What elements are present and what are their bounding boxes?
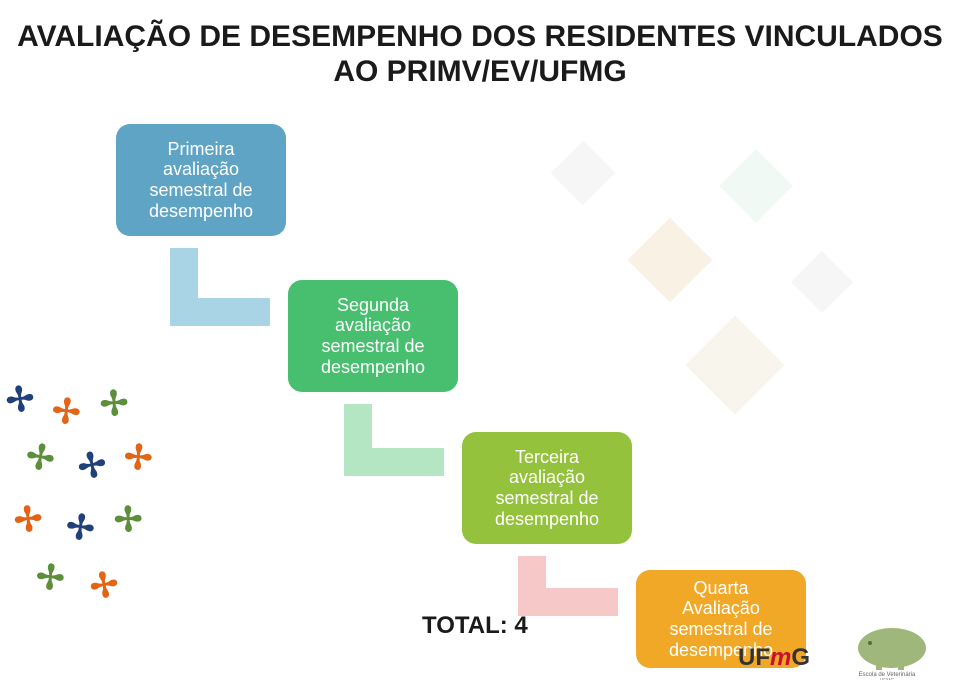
connector-2-3 (344, 404, 444, 476)
ufmg-logo: UFmG (738, 644, 810, 672)
vet-school-logo: Escola de Veterinária UFMG (832, 620, 942, 680)
bird-icon: ✢ (34, 557, 66, 599)
block-line: semestral de (495, 488, 598, 509)
logo-text: G (791, 644, 810, 671)
block-line: Segunda (337, 295, 409, 316)
block-line: avaliação (163, 159, 239, 180)
block-line: Terceira (515, 447, 579, 468)
bird-icon: ✢ (113, 500, 143, 541)
connector-3-4 (518, 556, 618, 616)
accent-shape (719, 149, 793, 223)
accent-shape (686, 316, 785, 415)
connector-1-2 (170, 248, 270, 326)
bird-icon: ✢ (99, 383, 130, 425)
logo-text: UF (738, 644, 770, 671)
block-line: desempenho (149, 201, 253, 222)
block-line: avaliação (509, 467, 585, 488)
block-line: Quarta (693, 578, 748, 599)
eval-block-3: Terceira avaliação semestral de desempen… (462, 432, 632, 544)
eval-block-1: Primeira avaliação semestral de desempen… (116, 124, 286, 236)
accent-shape (791, 251, 853, 313)
bird-icon: ✢ (123, 437, 154, 479)
bird-icon: ✢ (50, 391, 83, 434)
slide-title: AVALIAÇÃO DE DESEMPENHO DOS RESIDENTES V… (0, 20, 960, 89)
block-line: semestral de (149, 180, 252, 201)
block-line: semestral de (669, 619, 772, 640)
block-line: desempenho (495, 509, 599, 530)
block-line: semestral de (321, 336, 424, 357)
accent-shape (550, 140, 615, 205)
logo-subcaption: UFMG (880, 678, 895, 680)
bird-icon: ✢ (74, 443, 110, 488)
bird-icon: ✢ (63, 506, 97, 550)
block-line: avaliação (335, 315, 411, 336)
bird-icon: ✢ (87, 564, 122, 608)
logo-text: m (770, 644, 791, 671)
bird-icon: ✢ (3, 378, 37, 422)
block-line: desempenho (321, 357, 425, 378)
total-label: TOTAL: 4 (422, 612, 528, 640)
bird-icon: ✢ (12, 499, 45, 542)
block-line: Avaliação (682, 598, 760, 619)
decorative-bird-cluster: ✢✢✢✢✢✢✢✢✢✢✢ (6, 380, 176, 610)
eval-block-2: Segunda avaliação semestral de desempenh… (288, 280, 458, 392)
block-line: Primeira (167, 139, 234, 160)
accent-shape (628, 218, 713, 303)
bird-icon: ✢ (23, 436, 58, 480)
